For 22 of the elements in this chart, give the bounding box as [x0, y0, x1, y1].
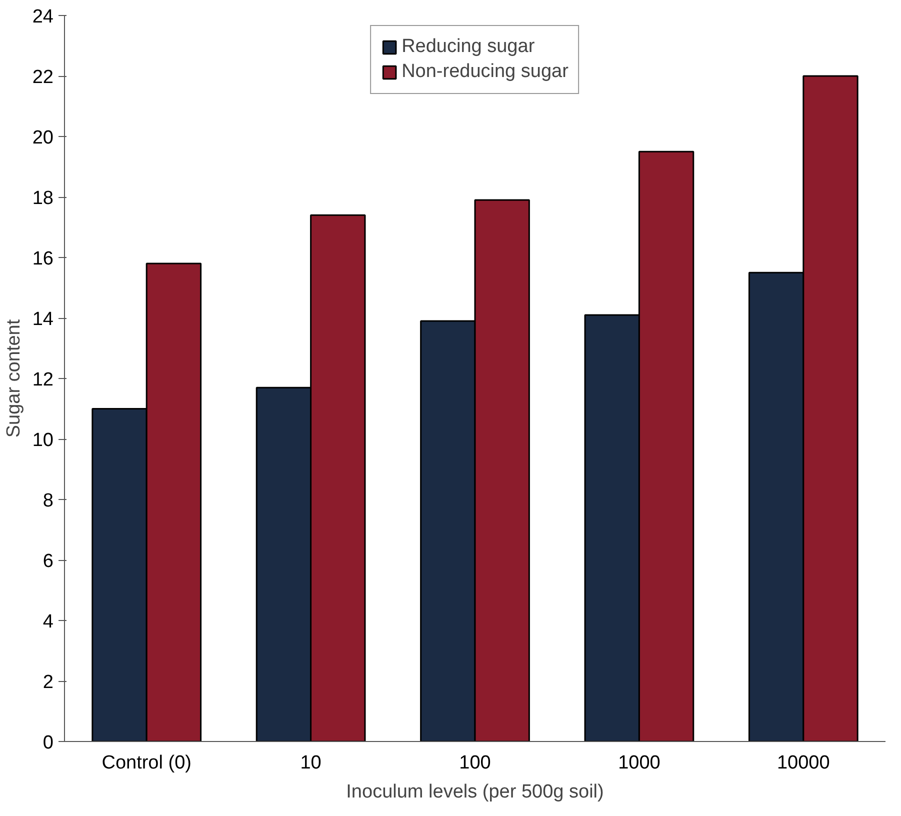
- legend-label: Non-reducing sugar: [402, 61, 568, 83]
- y-tick-label: 2: [42, 672, 54, 693]
- y-tick-label: 6: [42, 551, 54, 572]
- y-axis-title: Sugar content: [3, 318, 24, 438]
- x-tick-label: 10: [300, 752, 322, 774]
- y-tick-label: 24: [32, 6, 54, 28]
- x-axis-title: Inoculum levels (per 500g soil): [346, 782, 604, 802]
- y-tick-label: 12: [32, 370, 54, 390]
- y-tick-label: 20: [32, 128, 54, 148]
- y-tick-label: 14: [32, 309, 54, 330]
- y-tick-label: 18: [32, 188, 54, 209]
- y-tick-label: 22: [32, 67, 54, 88]
- y-tick-label: 0: [42, 732, 54, 754]
- x-tick-label: 100: [459, 752, 491, 774]
- x-tick-label: 10000: [776, 752, 830, 774]
- y-tick-label: 16: [32, 248, 54, 270]
- y-tick-label: 8: [42, 490, 54, 512]
- x-tick-label: Control (0): [102, 752, 192, 774]
- y-tick-label: 4: [42, 612, 54, 632]
- y-tick-label: 10: [32, 430, 54, 451]
- legend-label: Reducing sugar: [402, 36, 535, 58]
- x-tick-label: 1000: [618, 752, 660, 774]
